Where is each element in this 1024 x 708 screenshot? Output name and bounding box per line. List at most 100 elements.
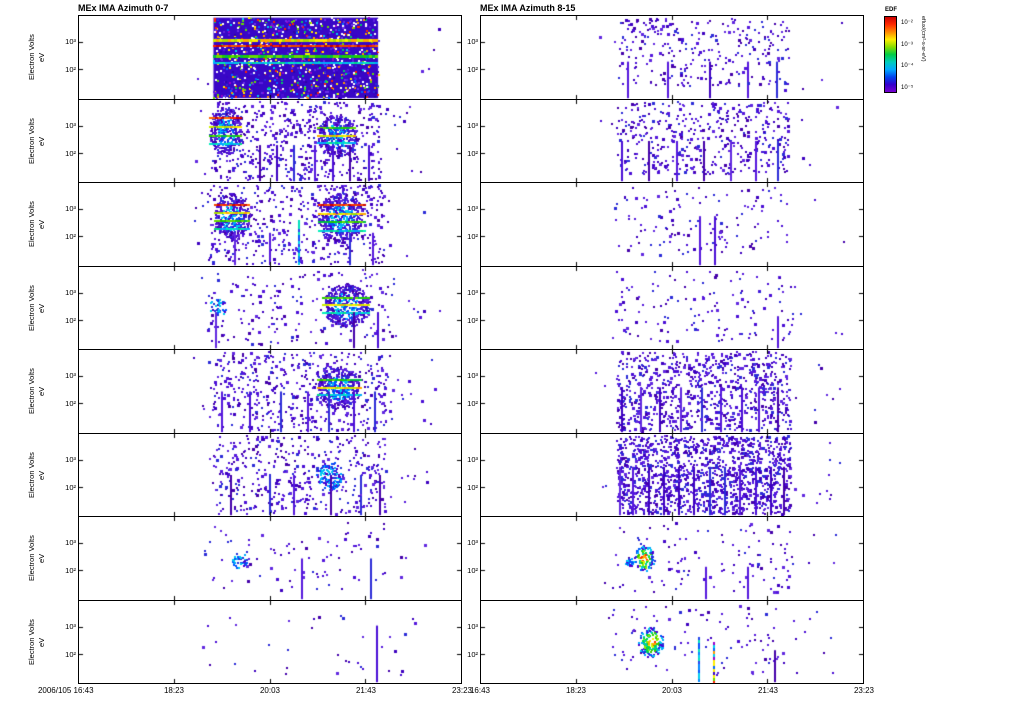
y-axis-label-line2: eV [37,386,46,397]
panel-canvas [79,16,461,99]
y-axis-label-line2: eV [37,52,46,63]
spectrogram-panel-az0-7-row8 [78,600,462,684]
y-tick-label: 10³ [467,538,478,547]
panel-canvas [481,517,863,600]
colorbar-title: EDF [885,7,897,13]
y-axis-label-line1: Electron Volts [27,535,36,582]
panel-row: Electron Volts eV 10³ 10³ 10² 10² [0,266,1024,350]
y-tick-label: 10² [65,65,76,74]
spectrogram-panel-az0-7-row2 [78,99,462,183]
spectrogram-panel-az0-7-row3 [78,182,462,267]
spectrogram-panel-az0-7-row5 [78,349,462,434]
y-tick-label: 10³ [467,622,478,631]
y-tick-label: 10³ [65,288,76,297]
y-tick-label: 10² [467,232,478,241]
y-tick-label: 10³ [65,121,76,130]
colorbar: EDF 10⁻² 10⁻³ 10⁻⁴ 10⁻⁵ eflux/(cm²-s-sr-eV) [884,7,1024,117]
panel-canvas [79,434,461,516]
panel-row: Electron Volts eV 10³ 10³ 10² 10² [0,15,1024,100]
y-tick-label: 10³ [65,204,76,213]
x-tick-label: 16:43 [469,686,491,695]
y-tick-label: 10² [65,149,76,158]
panel-row: Electron Volts eV 10³ 10³ 10² 10² [0,349,1024,434]
panel-canvas [481,183,863,266]
x-tick-label: 23:23 [853,686,875,695]
panel-canvas [79,267,461,349]
y-axis-label-line2: eV [37,136,46,146]
y-tick-label: 10³ [467,204,478,213]
panel-canvas [481,434,863,516]
y-tick-label: 10² [467,483,478,492]
y-tick-label: 10² [467,399,478,408]
spectrogram-panel-az0-7-row4 [78,266,462,350]
plot-title-azimuth-8-15: MEx IMA Azimuth 8-15 [480,3,576,13]
x-tick-label: 2006/105 16:43 [37,686,94,695]
spectrogram-panel-az0-7-row6 [78,433,462,517]
y-tick-label: 10³ [467,37,478,46]
x-tick-label: 18:23 [565,686,587,695]
x-tick-label: 21:43 [355,686,377,695]
y-tick-label: 10² [65,232,76,241]
y-tick-label: 10³ [65,622,76,631]
y-axis-label-line1: Electron Volts [27,452,36,498]
y-tick-label: 10³ [65,371,76,380]
panel-row: Electron Volts eV 10³ 10³ 10² 10² [0,516,1024,601]
spectrogram-panel-az8-15-row1 [480,15,864,100]
x-tick-label: 18:23 [163,686,185,695]
x-tick-label: 21:43 [757,686,779,695]
spectrogram-panel-az8-15-row8 [480,600,864,684]
x-axis: 2006/105 16:43 18:23 20:03 21:43 23:23 16:43 1… [0,685,1024,701]
y-axis-label: Electron Volts eV [27,351,47,432]
y-axis-label-line1: Electron Volts [27,118,36,164]
y-axis-label-line1: Electron Volts [27,619,36,665]
spectrogram-panel-az0-7-row7 [78,516,462,601]
plot-title-azimuth-0-7: MEx IMA Azimuth 0-7 [78,3,169,13]
spectrogram-panel-az0-7-row1 [78,15,462,100]
colorbar-tick-label: 10⁻² [901,20,913,26]
panel-canvas [79,350,461,433]
panel-canvas [79,601,461,683]
spectrogram-panel-az8-15-row2 [480,99,864,183]
spectrogram-panel-az8-15-row6 [480,433,864,517]
y-axis-label-line2: eV [37,303,46,313]
panel-canvas [79,517,461,600]
panel-row: Electron Volts eV 10³ 10³ 10² 10² [0,600,1024,684]
panel-canvas [481,267,863,349]
y-axis-label: Electron Volts eV [27,101,47,181]
x-tick-label: 23:23 [451,686,473,695]
y-tick-label: 10² [65,650,76,659]
panel-canvas [481,601,863,683]
y-tick-label: 10² [65,316,76,325]
y-tick-label: 10² [467,566,478,575]
spectrogram-panel-az8-15-row7 [480,516,864,601]
y-axis-label: Electron Volts eV [27,184,47,265]
spectrogram-panel-az8-15-row3 [480,182,864,267]
colorbar-tick-label: 10⁻⁴ [901,63,914,69]
panel-row: Electron Volts eV 10³ 10³ 10² 10² [0,182,1024,267]
y-axis-label-line1: Electron Volts [27,368,36,415]
colorbar-tick-label: 10⁻⁵ [901,85,914,91]
y-tick-label: 10² [467,650,478,659]
y-tick-label: 10³ [467,455,478,464]
y-axis-label-line2: eV [37,470,46,480]
y-tick-label: 10² [467,65,478,74]
colorbar-tick-label: 10⁻³ [901,42,913,48]
x-tick-label: 20:03 [661,686,683,695]
y-tick-label: 10³ [65,455,76,464]
panel-canvas [481,16,863,99]
panel-canvas [79,183,461,266]
y-tick-label: 10³ [467,371,478,380]
y-axis-label: Electron Volts eV [27,518,47,599]
panel-row: Electron Volts eV 10³ 10³ 10² 10² [0,433,1024,517]
y-axis-label-line2: eV [37,553,46,564]
y-tick-label: 10² [467,316,478,325]
x-tick-label: 20:03 [259,686,281,695]
y-tick-label: 10³ [65,538,76,547]
panel-row: Electron Volts eV 10³ 10³ 10² 10² [0,99,1024,183]
y-tick-label: 10³ [65,37,76,46]
y-axis-label: Electron Volts eV [27,17,47,98]
y-axis-label-line2: eV [37,219,46,230]
spectrogram-panel-az8-15-row5 [480,349,864,434]
y-axis-label-line1: Electron Volts [27,201,36,248]
